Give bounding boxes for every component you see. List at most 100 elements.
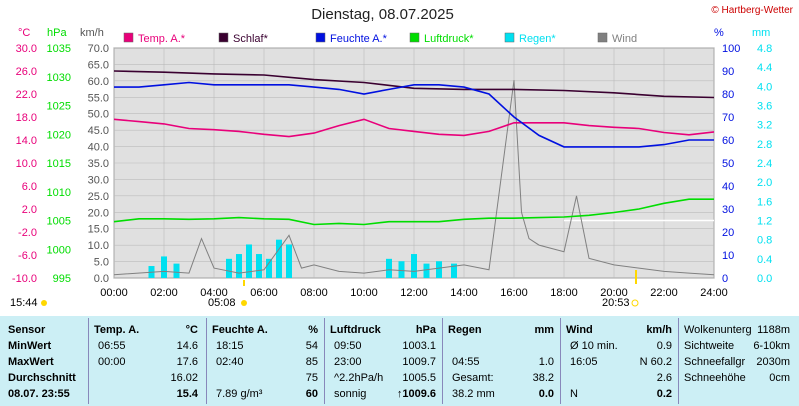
regen-row-value: 0.0	[538, 388, 554, 400]
table-divider	[442, 318, 443, 404]
legend-label: Temp. A.*	[138, 33, 186, 45]
mm-axis-tick: 3.2	[757, 120, 772, 132]
legend-label: Luftdruck*	[424, 33, 474, 45]
pct-axis-tick: 60	[722, 135, 734, 147]
legend-swatch	[504, 32, 515, 43]
series-line-tempa	[113, 118, 715, 138]
rain-bar	[411, 254, 417, 278]
temp-axis-tick: 14.0	[16, 135, 37, 147]
pct-axis-tick: 100	[722, 43, 740, 55]
extra-value: 1188m	[757, 324, 790, 336]
hpa-axis-tick: 995	[53, 273, 71, 285]
legend-label: Wind	[612, 33, 637, 45]
wind-row-label: Ø 10 min.	[570, 340, 618, 352]
hpa-axis-tick: 1000	[47, 244, 71, 256]
kmh-axis-tick: 30.0	[88, 174, 109, 186]
temp-axis-tick: -10.0	[12, 273, 37, 285]
luft-row-value: 1009.7	[402, 356, 436, 368]
feuchte-row-label: 18:15	[216, 340, 244, 352]
temp-axis-tick: -2.0	[18, 227, 37, 239]
luft-row-value: 1005.5	[402, 372, 436, 384]
hpa-axis-tick: 1005	[47, 216, 71, 228]
legend-swatch	[218, 32, 229, 43]
x-tick-label: 18:00	[550, 287, 578, 299]
feuchte-row-value: 75	[305, 372, 318, 384]
rain-bar	[226, 258, 232, 278]
regen-header: Regen	[448, 324, 482, 336]
x-tick-label: 22:00	[650, 287, 678, 299]
x-tick-label: 12:00	[400, 287, 428, 299]
sun-icon	[241, 300, 247, 306]
feuchte-header: Feuchte A.	[212, 324, 268, 336]
sunset-label: 20:53	[602, 297, 630, 309]
hpa-unit: hPa	[47, 27, 67, 39]
table-divider	[678, 318, 679, 404]
kmh-axis-tick: 15.0	[88, 224, 109, 236]
hpa-axis-tick: 1010	[47, 187, 71, 199]
temp-axis-tick: 6.0	[22, 181, 37, 193]
x-tick-label: 10:00	[350, 287, 378, 299]
kmh-axis-tick: 25.0	[88, 191, 109, 203]
wind-row-value: N 60.2	[639, 356, 672, 368]
mm-axis-tick: 2.0	[757, 177, 772, 189]
series-line-wind	[113, 80, 715, 276]
mm-axis-tick: 4.8	[757, 43, 772, 55]
kmh-axis-tick: 60.0	[88, 76, 109, 88]
regen-unit: mm	[534, 324, 554, 336]
kmh-axis-tick: 20.0	[88, 207, 109, 219]
feuchte-row-value: 85	[305, 356, 318, 368]
legend-label: Schlaf*	[233, 33, 269, 45]
rain-bar	[386, 258, 392, 278]
kmh-axis-tick: 0.0	[94, 273, 109, 285]
luft-row-label: sonnig	[334, 388, 367, 400]
pct-axis-tick: 20	[722, 227, 734, 239]
legend-swatch	[315, 32, 326, 43]
temp-unit: °C	[185, 324, 198, 336]
sensor-row-label: Durchschnitt	[8, 372, 76, 384]
temp-unit: °C	[18, 27, 30, 39]
sensor-row-label: 08.07. 23:55	[8, 388, 70, 400]
series-line-feuchtea	[114, 81, 714, 148]
rain-bar	[173, 263, 180, 278]
rain-bar	[451, 263, 457, 278]
pct-unit: %	[714, 27, 724, 39]
x-tick-label: 16:00	[500, 287, 528, 299]
luft-row-label: ^2.2hPa/h	[334, 372, 384, 384]
wind-row-value: 0.9	[656, 340, 672, 352]
luft-unit: hPa	[415, 324, 436, 336]
luft-row-value: ↑1009.6	[396, 388, 436, 400]
mm-axis-tick: 2.8	[757, 139, 772, 151]
luft-row-label: 23:00	[334, 356, 362, 368]
temp-header: Temp. A.	[94, 324, 140, 336]
weather-chart: Dienstag, 08.07.2025 © Hartberg-Wetter 3…	[10, 5, 793, 309]
wind-unit: km/h	[646, 324, 672, 336]
x-tick-label: 24:00	[700, 287, 728, 299]
extra-label: Wolkenunterg	[684, 324, 752, 336]
series-line-luftdruck	[113, 198, 714, 226]
legend-swatch	[123, 32, 134, 43]
moonrise-label: 15:44	[10, 297, 38, 309]
copyright[interactable]: © Hartberg-Wetter	[711, 5, 793, 16]
wind-header: Wind	[566, 324, 593, 336]
extra-label: Schneefallgr	[684, 356, 746, 368]
temp-axis-tick: 18.0	[16, 112, 37, 124]
temp-row-value: 16.02	[170, 372, 198, 384]
series-line-schlaf	[113, 70, 715, 99]
wind-row-label: 16:05	[570, 356, 598, 368]
temp-row-label: 00:00	[98, 356, 126, 368]
table-divider	[206, 318, 207, 404]
mm-unit: mm	[752, 27, 770, 39]
mm-axis-tick: 4.0	[757, 81, 772, 93]
sunrise-label: 05:08	[208, 297, 236, 309]
hpa-axis-tick: 1015	[47, 158, 71, 170]
regen-row-value: 38.2	[532, 372, 554, 384]
regen-row-value: 1.0	[538, 356, 554, 368]
pct-axis-tick: 0	[722, 273, 728, 285]
regen-row-label: 38.2 mm	[452, 388, 495, 400]
feuchte-row-label: 7.89 g/m³	[216, 388, 263, 400]
wind-row-value: 0.2	[656, 388, 672, 400]
mm-axis-tick: 0.0	[757, 273, 772, 285]
kmh-axis-tick: 35.0	[88, 158, 109, 170]
table-divider	[560, 318, 561, 404]
table-divider	[88, 318, 89, 404]
